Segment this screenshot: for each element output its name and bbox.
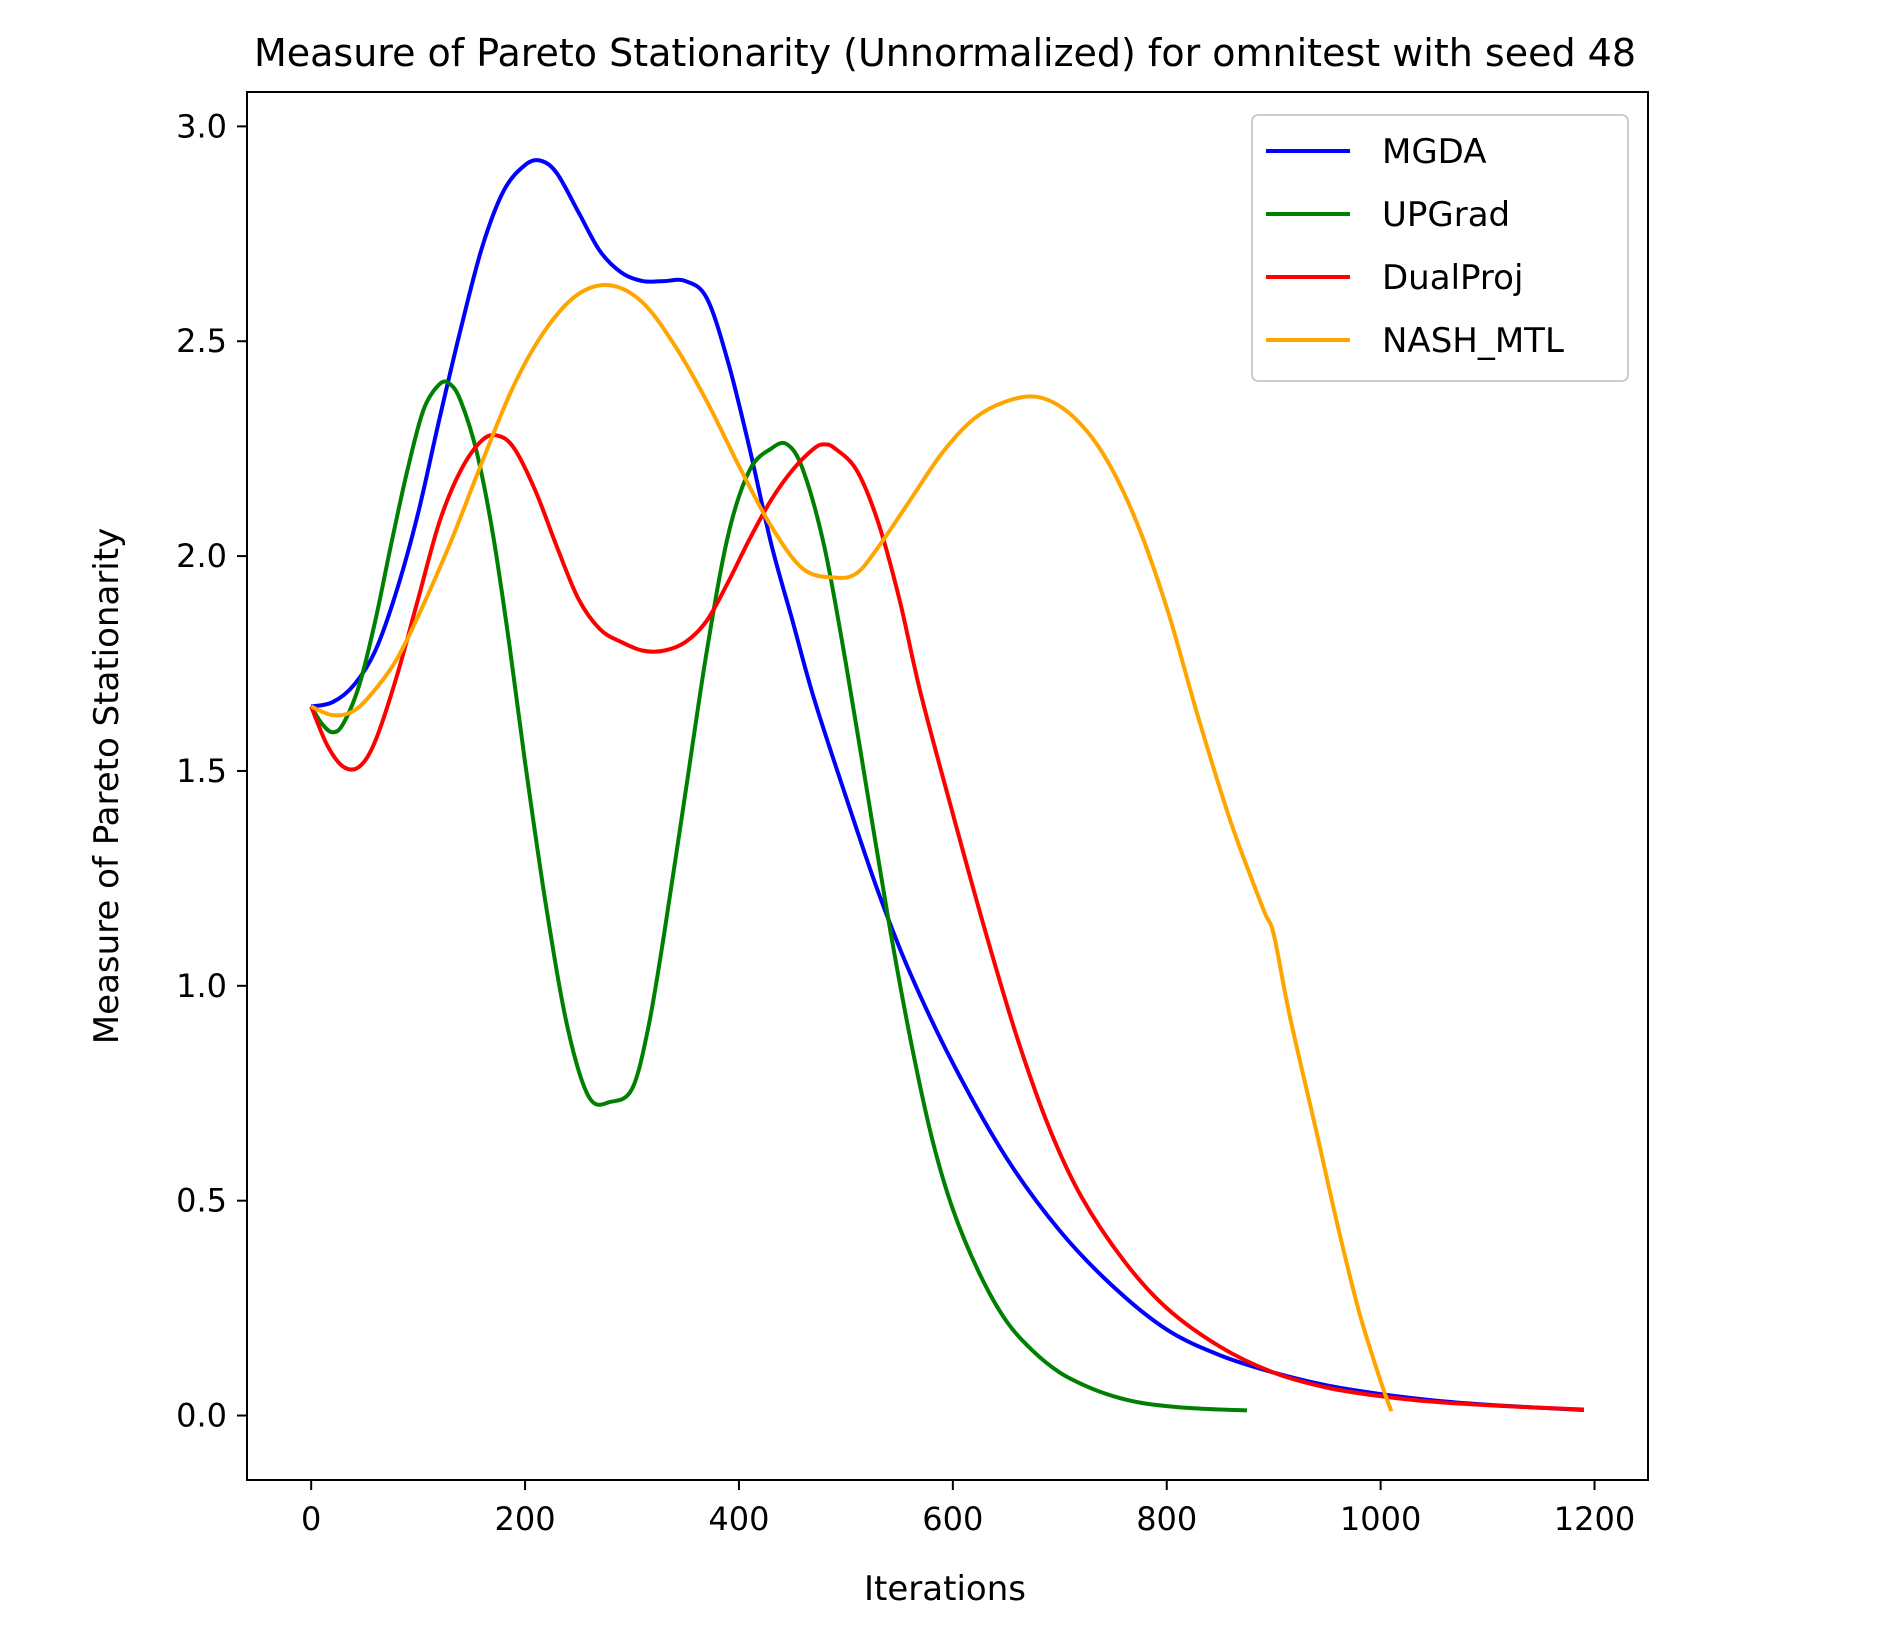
y-tick-label: 0.5 <box>176 1182 227 1220</box>
x-axis: 0 200 400 600 800 1000 1200 <box>301 1480 1635 1538</box>
y-tick-label: 1.5 <box>176 752 227 790</box>
series-line-nash-mtl <box>310 283 1394 1412</box>
x-tick-label: 200 <box>495 1500 556 1538</box>
legend-label: NASH_MTL <box>1382 321 1564 361</box>
series-line-mgda <box>310 158 1584 1412</box>
legend-box <box>1251 114 1629 382</box>
series-line-dualproj <box>309 432 1584 1412</box>
y-tick-label: 0.0 <box>176 1397 227 1435</box>
y-axis: 0.0 0.5 1.0 1.5 2.0 2.5 3.0 <box>176 107 247 1435</box>
y-tick-label: 1.0 <box>176 967 227 1005</box>
legend: MGDA UPGrad DualProj NASH_MTL <box>1251 114 1629 382</box>
y-tick-label: 2.5 <box>176 322 227 360</box>
x-tick-label: 600 <box>922 1500 983 1538</box>
chart-title: Measure of Pareto Stationarity (Unnormal… <box>254 31 1636 75</box>
legend-label: DualProj <box>1382 258 1523 298</box>
x-axis-label: Iterations <box>864 1569 1026 1609</box>
x-tick-label: 0 <box>301 1500 321 1538</box>
x-tick-label: 800 <box>1136 1500 1197 1538</box>
plot-frame <box>246 91 1649 1481</box>
y-tick-label: 2.0 <box>176 537 227 575</box>
x-tick-label: 1200 <box>1554 1500 1635 1538</box>
y-tick-label: 3.0 <box>176 107 227 145</box>
y-axis-label: Measure of Pareto Stationarity <box>87 528 127 1044</box>
series-layer <box>309 158 1584 1413</box>
legend-label: MGDA <box>1382 132 1487 172</box>
x-tick-label: 400 <box>708 1500 769 1538</box>
series-line-upgrad <box>309 379 1248 1413</box>
x-tick-label: 1000 <box>1340 1500 1421 1538</box>
legend-label: UPGrad <box>1382 195 1510 235</box>
